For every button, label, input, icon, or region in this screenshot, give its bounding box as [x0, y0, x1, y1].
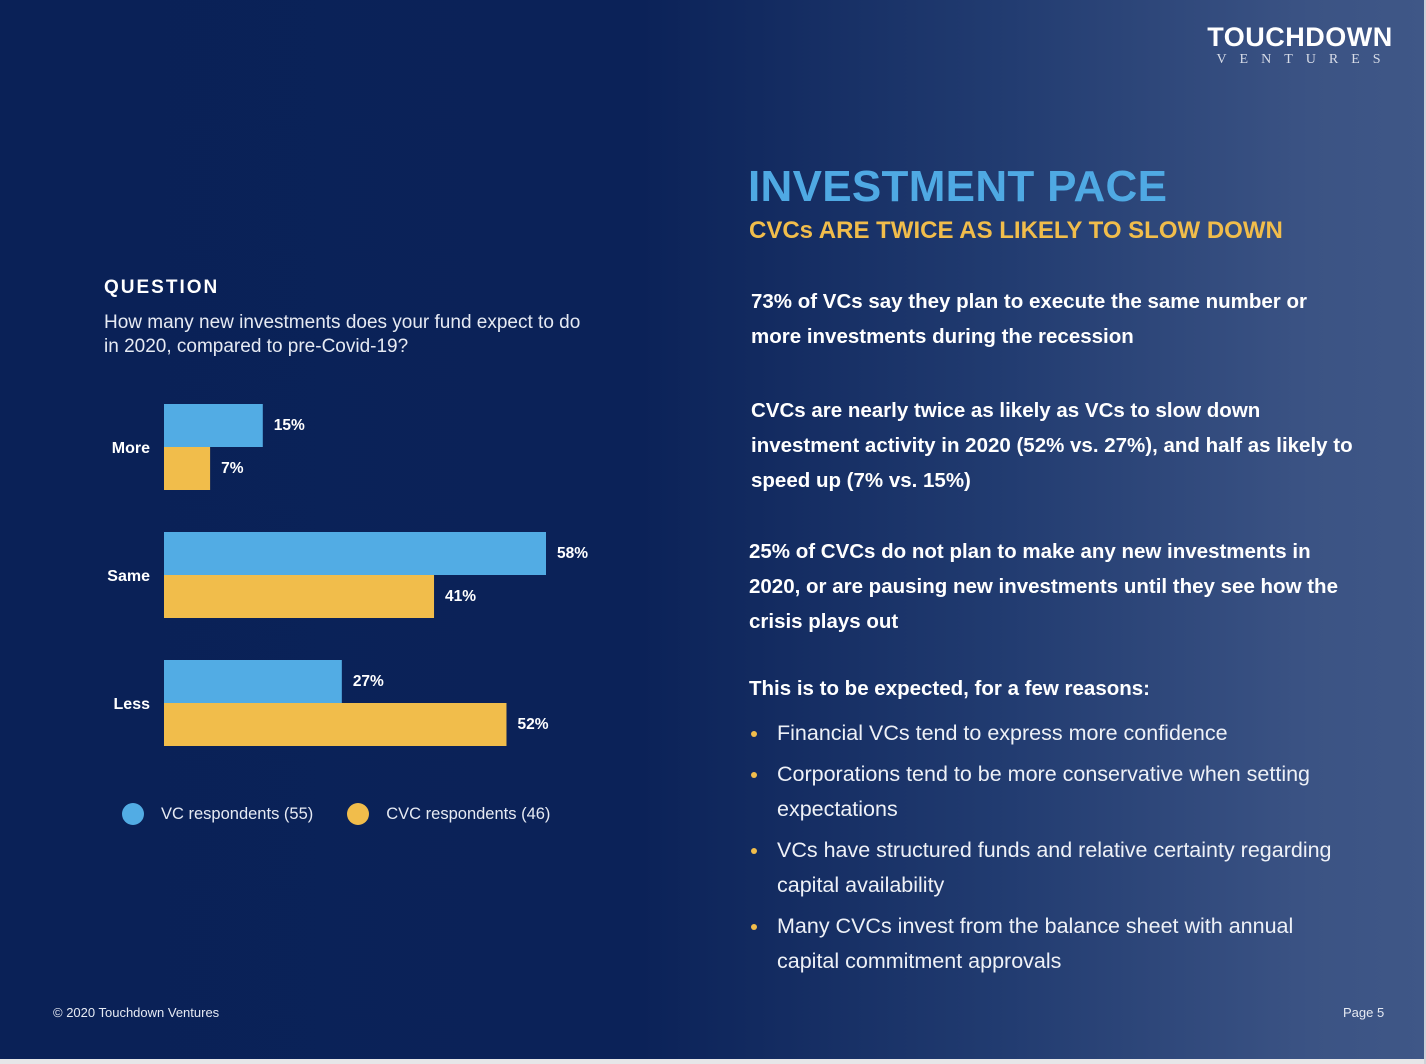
data-label-vc-less: 27% — [353, 673, 384, 690]
reason-item: Corporations tend to be more conservativ… — [749, 757, 1349, 827]
legend-label-vc: VC respondents (55) — [161, 804, 314, 823]
data-label-vc-same: 58% — [557, 545, 588, 562]
reason-text: VCs have structured funds and relative c… — [777, 838, 1332, 897]
category-label-less: Less — [114, 696, 151, 713]
reason-item: VCs have structured funds and relative c… — [749, 833, 1349, 903]
bar-vc-more — [164, 404, 263, 447]
reason-text: Financial VCs tend to express more confi… — [777, 721, 1228, 745]
legend-label-cvc: CVC respondents (46) — [386, 804, 551, 823]
logo-tagline: VENTURES — [1216, 52, 1394, 67]
data-label-cvc-less: 52% — [517, 716, 548, 733]
question-heading: QUESTION — [104, 277, 220, 298]
legend-item-cvc: CVC respondents (46) — [347, 803, 550, 825]
data-label-cvc-same: 41% — [445, 588, 476, 605]
page-subtitle: CVCs ARE TWICE AS LIKELY TO SLOW DOWN — [749, 217, 1283, 244]
category-label-more: More — [112, 440, 150, 457]
data-label-cvc-more: 7% — [221, 460, 244, 477]
page-number: Page 5 — [1343, 1005, 1385, 1020]
logo-wordmark: TOUCHDOWN — [1207, 22, 1393, 52]
legend-swatch-cvc-icon — [347, 803, 370, 825]
reason-item: Many CVCs invest from the balance sheet … — [749, 909, 1349, 979]
bullet-icon — [751, 731, 757, 737]
bar-cvc-less — [164, 703, 507, 746]
category-label-same: Same — [107, 568, 150, 585]
bullet-icon — [751, 848, 757, 854]
bar-cvc-more — [164, 447, 211, 490]
finding-1: 73% of VCs say they plan to execute the … — [751, 290, 1307, 348]
reason-text: Many CVCs invest from the balance sheet … — [777, 914, 1294, 973]
bar-vc-less — [164, 660, 342, 703]
finding-3: 25% of CVCs do not plan to make any new … — [749, 540, 1338, 633]
slide-edge — [1424, 0, 1426, 1064]
question-text: How many new investments does your fund … — [104, 312, 581, 357]
chart-legend: VC respondents (55) CVC respondents (46) — [122, 803, 584, 825]
copyright: © 2020 Touchdown Ventures — [53, 1005, 220, 1020]
bar-vc-same — [164, 532, 546, 575]
legend-swatch-vc-icon — [122, 803, 144, 825]
bar-chart: More 15% 7% Same 58% 41% Less 27% 52% — [107, 404, 588, 746]
reasons-heading: This is to be expected, for a few reason… — [749, 677, 1151, 700]
data-label-vc-more: 15% — [274, 417, 305, 434]
touchdown-ventures-logo: TOUCHDOWN VENTURES — [1200, 22, 1400, 68]
bullet-icon — [751, 924, 757, 930]
reason-text: Corporations tend to be more conservativ… — [777, 762, 1311, 821]
legend-item-vc: VC respondents (55) — [122, 803, 313, 825]
page-title: INVESTMENT PACE — [748, 162, 1168, 211]
reason-item: Financial VCs tend to express more confi… — [749, 716, 1349, 751]
bar-cvc-same — [164, 575, 435, 618]
reasons-list: Financial VCs tend to express more confi… — [749, 716, 1349, 985]
bullet-icon — [751, 772, 757, 778]
finding-2: CVCs are nearly twice as likely as VCs t… — [751, 399, 1353, 492]
